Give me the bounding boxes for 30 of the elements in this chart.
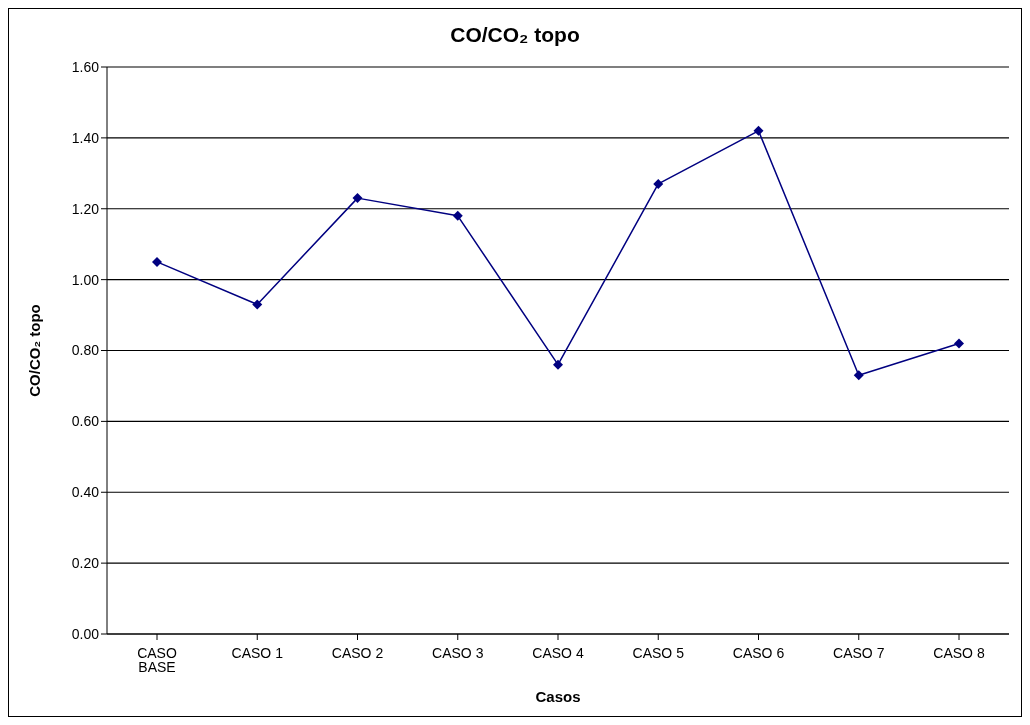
x-tick-label: CASO 4 [532,644,584,661]
chart-title: CO/CO₂ topo [449,23,581,47]
y-tick-label: 0.00 [71,625,100,642]
x-tick-label: CASO 1 [231,644,284,661]
y-tick-label: 0.80 [71,342,100,359]
y-tick-label: 0.40 [71,484,100,501]
point [553,359,563,370]
x-tick-label: CASO 6 [732,644,785,661]
y-tick-label: 0.20 [71,555,100,572]
point [853,370,864,381]
y-axis-title: CO/CO₂ topo [26,304,44,397]
x-tick-label: CASO 2 [331,644,384,661]
point [352,193,363,204]
x-axis-title: Casos [535,688,581,705]
y-tick-label: 1.00 [71,271,100,288]
x-tick-label: CASO 8 [933,644,985,661]
point [252,299,263,310]
y-tick-label: 1.20 [71,200,100,217]
x-tick-label: CASO 7 [833,644,885,661]
point [954,338,964,349]
point [653,178,664,189]
y-tick-label: 1.60 [71,58,100,75]
y-tick-label: 1.40 [71,129,100,146]
x-tick-label: CASO BASE [137,644,177,675]
x-tick-label: CASO 3 [432,644,484,661]
x-tick-label: CASO 5 [632,644,685,661]
point [452,210,463,221]
point [753,125,764,136]
y-tick-label: 0.60 [71,413,100,430]
point [152,256,162,267]
